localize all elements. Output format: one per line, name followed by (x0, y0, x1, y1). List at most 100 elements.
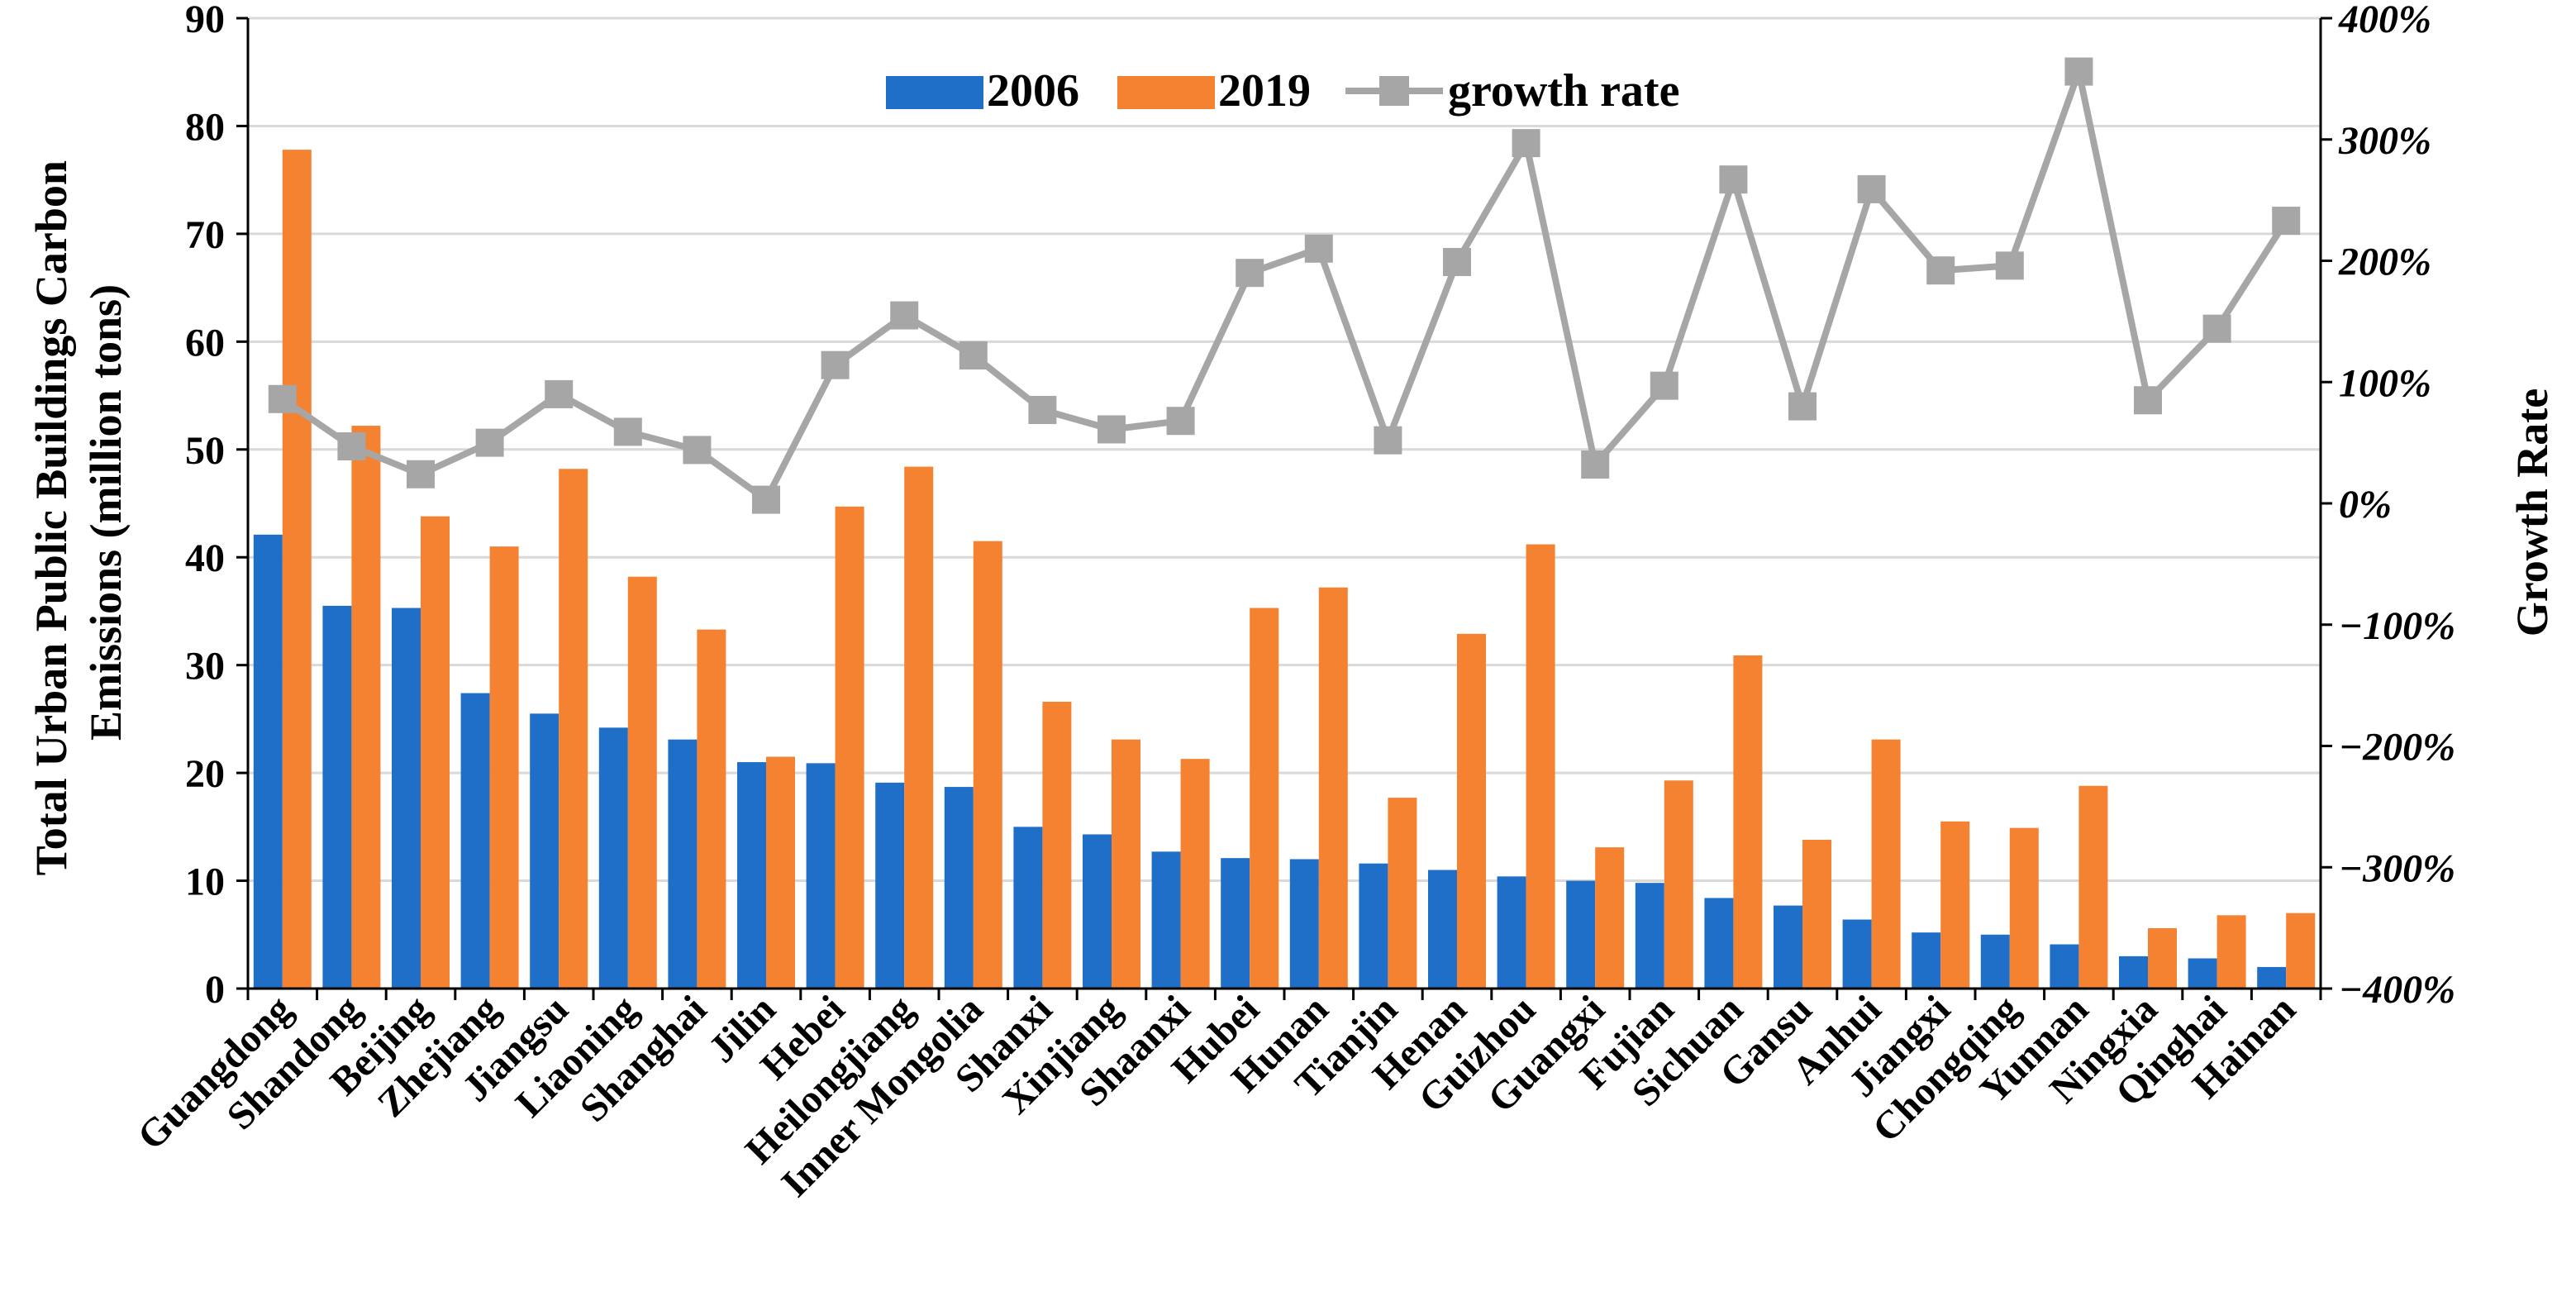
bar-2006 (1566, 880, 1596, 989)
legend-label-growth: growth rate (1448, 65, 1679, 117)
growth-rate-marker (1995, 251, 2024, 280)
bar-2006 (1151, 851, 1181, 989)
growth-rate-marker (2202, 314, 2231, 343)
bar-2019 (1595, 847, 1625, 989)
bar-2006 (1359, 863, 1388, 989)
bar-2006 (875, 782, 905, 989)
left-tick-label: 60 (185, 321, 225, 365)
bar-2019 (766, 756, 795, 989)
growth-rate-marker (1857, 174, 1886, 203)
bar-2006 (1774, 905, 1802, 989)
bar-2019 (1871, 739, 1901, 989)
bar-2019 (2148, 927, 2177, 989)
growth-rate-series (268, 57, 2301, 514)
left-axis-title: Total Urban Public Buildings Carbon Emis… (26, 150, 131, 876)
right-tick-label: 400% (2338, 0, 2431, 41)
growth-rate-line (280, 68, 2289, 503)
bar-2019 (421, 516, 450, 989)
bar-2006 (1083, 834, 1112, 989)
category-labels: GuangdongShandongBeijingZhejiangJiangsuL… (129, 987, 2304, 1205)
growth-rate-marker (1512, 129, 1540, 158)
left-axis-title-line2: Emissions (million tons) (81, 284, 131, 741)
bar-2019 (489, 546, 519, 989)
growth-rate-marker (1098, 415, 1126, 444)
growth-rate-marker (475, 428, 504, 457)
gridlines (248, 17, 2321, 883)
bar-2019 (1940, 821, 1970, 989)
bar-2019 (1457, 633, 1486, 989)
growth-rate-marker (2134, 386, 2162, 415)
bar-2019 (351, 426, 381, 989)
bar-2006 (1635, 883, 1664, 989)
bar-2019 (1318, 587, 1348, 989)
left-tick-label: 40 (185, 536, 225, 580)
bar-2019 (282, 150, 312, 989)
bar-2019 (627, 576, 657, 989)
growth-rate-marker (1581, 450, 1610, 479)
bar-2006 (598, 727, 628, 989)
right-tick-label: −300% (2339, 846, 2455, 890)
bar-2006 (1497, 876, 1526, 989)
bar-2019 (2217, 915, 2246, 989)
growth-rate-marker (407, 460, 435, 488)
growth-rate-marker (1443, 247, 1471, 276)
bar-2006 (1221, 858, 1250, 989)
bar-2019 (2009, 827, 2039, 989)
bar-2006 (668, 739, 698, 989)
bar-2006 (944, 787, 974, 989)
bar-2019 (2286, 913, 2316, 989)
growth-rate-marker (1166, 407, 1195, 436)
left-tick-label: 30 (185, 645, 225, 689)
growth-rate-marker (959, 341, 988, 369)
growth-rate-marker (1788, 392, 1817, 421)
bar-2006 (2119, 955, 2148, 989)
bar-2006 (1980, 934, 2010, 989)
left-tick-label: 90 (185, 0, 225, 41)
left-tick-label: 50 (185, 429, 225, 473)
right-tick-label: −100% (2339, 604, 2455, 648)
bar-2006 (737, 762, 766, 989)
legend-label-2006: 2006 (987, 65, 1079, 117)
legend-swatch-2006 (886, 76, 983, 109)
legend-marker-growth (1379, 76, 1409, 106)
bar-2019 (1664, 780, 1693, 989)
bar-2006 (253, 534, 283, 989)
right-tick-label: −400% (2339, 968, 2455, 1012)
bar-2019 (1250, 608, 1279, 989)
bar-2019 (835, 506, 864, 989)
left-axis-ticks: 0 10 20 30 40 50 60 70 80 90 (185, 0, 225, 1012)
right-axis-ticks: −400% −300% −200% −100% 0% 100% 200% 300% 400% (2338, 0, 2455, 1012)
growth-rate-marker (890, 301, 919, 330)
growth-rate-marker (613, 417, 642, 446)
growth-rate-marker (1374, 426, 1402, 455)
bar-series (253, 150, 2316, 989)
bar-2019 (559, 469, 588, 989)
right-tick-label: 300% (2338, 119, 2431, 163)
bar-2006 (392, 608, 421, 989)
bar-2006 (1912, 932, 1941, 989)
growth-rate-marker (752, 485, 780, 514)
growth-rate-marker (1719, 165, 1748, 194)
bar-2006 (1704, 898, 1734, 989)
right-axis-title: Growth Rate (2507, 388, 2557, 636)
growth-rate-marker (1926, 256, 1955, 285)
bar-2006 (1289, 859, 1319, 989)
right-tick-label: −200% (2339, 726, 2455, 770)
growth-rate-marker (2272, 207, 2301, 236)
bar-2006 (2257, 966, 2287, 989)
legend-label-2019: 2019 (1218, 65, 1311, 117)
bar-2019 (1112, 739, 1140, 989)
right-tick-label: 100% (2339, 361, 2431, 405)
growth-rate-marker (821, 350, 850, 379)
growth-rate-marker (268, 384, 297, 413)
bar-2006 (1842, 919, 1872, 989)
growth-rate-marker (1304, 234, 1333, 263)
right-tick-label: 0% (2339, 483, 2392, 527)
bar-2006 (2188, 958, 2217, 989)
bar-2006 (2050, 944, 2079, 989)
bar-2019 (1042, 702, 1072, 989)
bar-2006 (806, 763, 836, 989)
left-tick-label: 80 (185, 105, 225, 149)
bar-2019 (1388, 798, 1417, 989)
